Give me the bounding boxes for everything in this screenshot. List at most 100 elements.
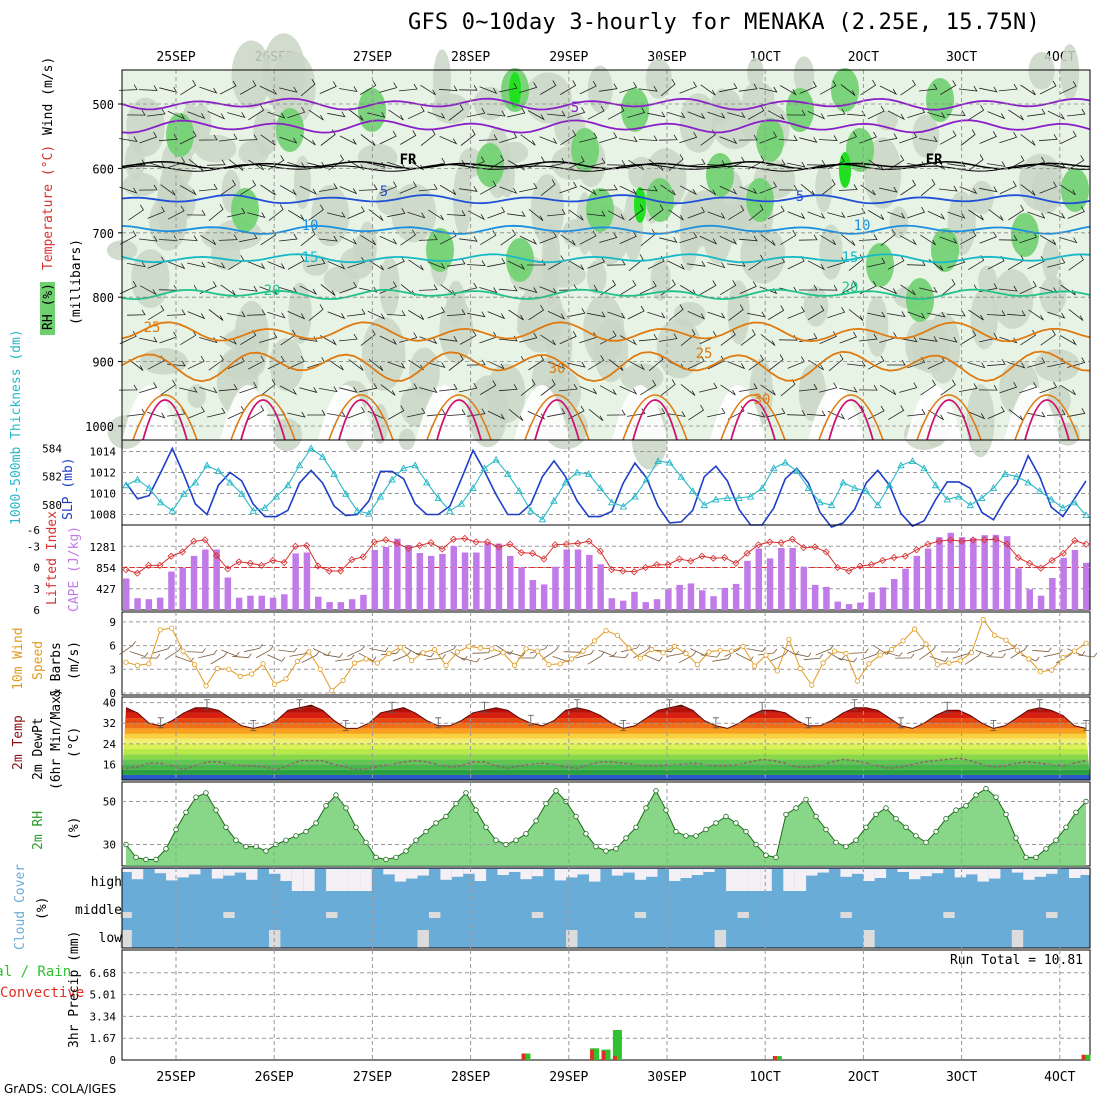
upper-wind-barb bbox=[647, 311, 666, 319]
upper-wind-barb bbox=[166, 309, 186, 316]
upper-wind-barb bbox=[247, 261, 266, 270]
pressure-tick-label: 600 bbox=[92, 162, 114, 176]
rh2m-point bbox=[873, 811, 879, 818]
thickness-point bbox=[307, 444, 315, 452]
upper-wind-barb bbox=[387, 361, 406, 369]
upper-wind-barb bbox=[899, 382, 918, 393]
upper-wind-barb bbox=[820, 234, 837, 246]
upper-wind-barb bbox=[207, 261, 226, 269]
rh2m-point bbox=[293, 833, 299, 839]
cape-bar bbox=[552, 566, 559, 610]
wind10-barb bbox=[873, 645, 891, 655]
upper-wind-barb bbox=[559, 331, 577, 345]
rh-axis-label: RH (%) bbox=[41, 283, 56, 330]
lifted-index-tick-label: -6 bbox=[27, 524, 40, 537]
upper-wind-barb bbox=[119, 280, 137, 295]
upper-wind-barb bbox=[368, 358, 384, 372]
upper-wind-barb bbox=[528, 304, 545, 321]
upper-wind-barb bbox=[180, 330, 197, 346]
upper-wind-barb bbox=[487, 258, 506, 268]
upper-wind-barb bbox=[186, 209, 206, 216]
wind10-barb bbox=[243, 644, 263, 653]
wind10-speed-point bbox=[271, 681, 278, 687]
cloud-low-clear bbox=[566, 930, 578, 948]
upper-wind-barb bbox=[986, 310, 1006, 316]
date-label-bottom: 4OCT bbox=[1044, 1070, 1075, 1085]
upper-wind-barb bbox=[579, 132, 598, 143]
upper-wind-barb bbox=[446, 210, 466, 216]
rh2m-point bbox=[903, 824, 909, 830]
upper-wind-barb bbox=[848, 309, 864, 321]
upper-wind-barb bbox=[379, 235, 398, 245]
upper-wind-barb bbox=[238, 134, 258, 141]
isotherm-label: 20 bbox=[264, 283, 281, 299]
upper-wind-barb bbox=[867, 105, 885, 120]
upper-wind-barb bbox=[639, 280, 657, 295]
cape-bar bbox=[303, 552, 311, 610]
thickness-point bbox=[122, 481, 130, 489]
cloud-high-clear bbox=[291, 869, 304, 891]
upper-wind-barb bbox=[960, 129, 976, 146]
temperature-axis-label: Temperature (°C) bbox=[41, 145, 56, 270]
upper-wind-barb bbox=[338, 333, 358, 342]
upper-wind-barb bbox=[139, 336, 158, 343]
wind10-axis-label-3: & Barbs bbox=[49, 642, 64, 697]
upper-wind-barb bbox=[807, 305, 825, 320]
upper-wind-barb bbox=[560, 80, 577, 95]
cape-bar bbox=[642, 602, 649, 610]
cape-bar bbox=[744, 560, 751, 610]
thickness-point bbox=[388, 475, 396, 483]
wind10-speed-point bbox=[1060, 654, 1066, 661]
upper-wind-barb bbox=[927, 160, 946, 170]
cape-bar bbox=[631, 591, 638, 610]
upper-wind-barb bbox=[920, 379, 936, 396]
cloud-high-clear bbox=[1011, 869, 1024, 873]
cloud-high-clear bbox=[726, 869, 738, 891]
lifted-index-point bbox=[958, 537, 966, 545]
upper-wind-barb bbox=[988, 209, 1004, 221]
upper-wind-barb bbox=[688, 404, 705, 421]
thickness-point bbox=[862, 486, 870, 494]
rh-humid-area bbox=[831, 68, 859, 112]
upper-wind-barb bbox=[1059, 237, 1078, 244]
cape-axis-label: CAPE (J/kg) bbox=[67, 526, 82, 612]
upper-wind-barb bbox=[860, 79, 877, 96]
cape-bar bbox=[823, 586, 830, 610]
upper-wind-barb bbox=[667, 112, 686, 119]
cloud-high-clear bbox=[497, 869, 509, 875]
upper-wind-barb bbox=[739, 186, 758, 195]
upper-wind-barb bbox=[327, 311, 346, 320]
upper-wind-barb bbox=[638, 185, 658, 192]
precip-convective-bar bbox=[521, 1053, 526, 1060]
cloud-high-clear bbox=[360, 869, 372, 891]
temp2m-axis-label-3: (6hr Min/Max) bbox=[49, 688, 64, 790]
upper-wind-barb bbox=[568, 209, 584, 221]
run-total-label: Run Total = 10.81 bbox=[950, 953, 1083, 968]
cloud-high-clear bbox=[440, 869, 452, 880]
upper-wind-barb bbox=[260, 379, 276, 396]
rh2m-point bbox=[923, 839, 929, 846]
upper-wind-barb bbox=[620, 280, 637, 296]
thickness-point bbox=[318, 452, 327, 460]
upper-wind-barb bbox=[827, 155, 845, 170]
thickness-point bbox=[874, 501, 882, 509]
upper-wind-barb bbox=[840, 280, 857, 295]
upper-wind-barb bbox=[598, 184, 618, 191]
lifted-index-point bbox=[788, 535, 796, 543]
upper-wind-barb bbox=[747, 411, 766, 418]
precip-convective-bar bbox=[601, 1050, 606, 1060]
upper-wind-barb bbox=[888, 405, 905, 420]
lifted-index-tick-label: 3 bbox=[33, 583, 40, 596]
upper-wind-barb bbox=[619, 385, 638, 395]
upper-wind-barb bbox=[1039, 181, 1057, 194]
rh2m-point bbox=[993, 794, 999, 800]
cloud-high-clear bbox=[611, 869, 624, 876]
upper-wind-barb bbox=[900, 179, 917, 196]
wind10-speed-point bbox=[591, 638, 598, 644]
upper-wind-barb bbox=[467, 107, 486, 118]
upper-wind-barb bbox=[200, 234, 217, 246]
upper-wind-barb bbox=[847, 207, 866, 218]
upper-wind-barb bbox=[459, 186, 478, 192]
cape-tick-label: 854 bbox=[96, 562, 116, 575]
cape-bar bbox=[766, 558, 774, 610]
